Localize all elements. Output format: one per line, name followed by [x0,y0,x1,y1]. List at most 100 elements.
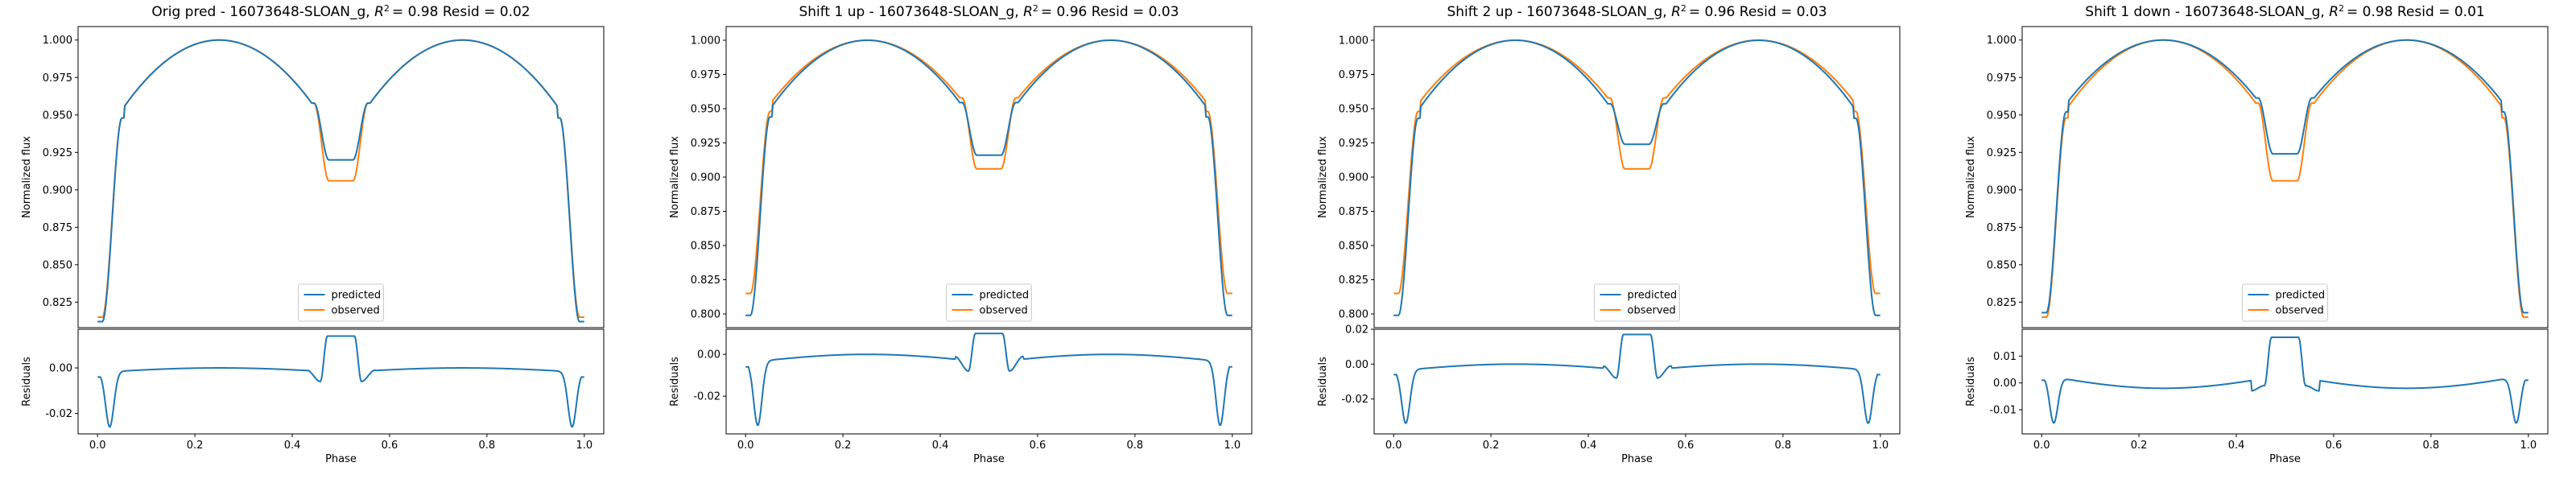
series-line-observed [745,39,1232,295]
x-tick-label: 0.6 [1030,440,1046,452]
y-tick-label: 0.975 [43,72,72,85]
x-tick-label: 0.8 [479,440,496,452]
y-tick-label: 0.825 [691,275,720,287]
chart-title: Shift 2 up - 16073648-SLOAN_g, R2 = 0.96 … [1447,3,1827,21]
y-tick-label: 0.975 [1339,69,1368,81]
y-tick-label: 0.875 [1987,222,2017,234]
legend-label-predicted: predicted [332,290,382,302]
chart-title-main: Shift 1 up - 16073648-SLOAN_g, [799,4,1023,20]
x-tick-label: 0.4 [2228,440,2245,452]
residual-axes-frame [2021,328,2549,435]
legend-box [1594,283,1680,322]
chart-title-r-exp: 2 [1681,3,1686,14]
residual-line [745,332,1232,427]
x-tick-label: 0.4 [932,440,949,452]
y-tick-label: 0.950 [1339,104,1368,116]
y-tick-label: 0.975 [1987,72,2017,85]
y-tick-label: 0.875 [691,206,720,218]
y-tick-label: 0.900 [691,172,720,184]
legend-label-observed: observed [1628,305,1676,317]
y-tick-label: 0.900 [1339,172,1368,184]
residual-axes-frame [1373,328,1901,435]
x-axis-label: Phase [325,453,357,465]
resid-y-tick-label: 0.00 [697,349,720,361]
x-tick-label: 1.0 [1224,440,1241,452]
chart-title: Shift 1 down - 16073648-SLOAN_g, R2 = 0.9… [2085,3,2484,21]
resid-y-axis-label: Residuals [1317,357,1329,407]
legend-box [946,283,1032,322]
y-tick-label: 0.925 [43,147,72,159]
resid-y-tick-label: 0.01 [1993,351,2017,363]
x-tick-label: 0.8 [1127,440,1144,452]
resid-y-axis-label: Residuals [669,357,681,407]
series-line-observed [2041,39,2529,318]
y-axis-label: Normalized flux [1317,136,1329,218]
y-tick-label: 0.825 [43,297,72,309]
main-axes-frame [77,26,605,328]
residual-line [2041,336,2529,424]
chart-title-r2: = 0.98 Resid = 0.01 [2347,4,2485,20]
chart-title-r2: = 0.96 Resid = 0.03 [1689,4,1827,20]
y-tick-label: 0.800 [691,309,720,321]
y-tick-label: 0.925 [1987,147,2017,159]
chart-panel-3: Shift 2 up - 16073648-SLOAN_g, R2 = 0.96 … [1317,3,1901,465]
residual-line [1393,333,1880,424]
y-tick-label: 0.800 [1339,309,1368,321]
chart-title-main: Shift 1 down - 16073648-SLOAN_g, [2085,4,2329,20]
y-tick-label: 0.850 [1339,241,1368,253]
resid-y-tick-label: -0.01 [1989,405,2017,417]
y-tick-label: 0.825 [1339,275,1368,287]
resid-y-tick-label: 0.00 [1345,359,1368,371]
y-tick-label: 0.875 [43,222,72,234]
y-tick-label: 0.825 [1987,297,2017,309]
resid-y-tick-label: 0.00 [1993,378,2017,390]
resid-y-tick-label: 0.02 [1345,324,1368,336]
y-axis-label: Normalized flux [21,136,33,218]
x-tick-label: 0.4 [1580,440,1597,452]
x-tick-label: 0.6 [2326,440,2343,452]
y-tick-label: 1.000 [691,35,720,47]
y-tick-label: 0.850 [43,259,72,271]
main-axes-frame [725,26,1253,328]
main-axes-frame [2021,26,2549,328]
chart-title-r-symbol: R [1023,4,1033,20]
residual-axes-frame [725,328,1253,435]
series-line-observed [97,39,584,318]
x-tick-label: 1.0 [1872,440,1889,452]
y-tick-label: 0.850 [1987,259,2017,271]
y-tick-label: 0.900 [43,184,72,196]
y-tick-label: 0.925 [691,138,720,150]
legend-label-predicted: predicted [1628,290,1678,302]
legend-box [298,283,384,322]
y-tick-label: 0.850 [691,241,720,253]
x-axis-label: Phase [973,453,1005,465]
resid-y-tick-label: -0.02 [1341,394,1368,406]
chart-title-r-exp: 2 [2339,3,2344,14]
x-tick-label: 1.0 [576,440,592,452]
y-tick-label: 1.000 [1987,35,2017,47]
x-tick-label: 0.6 [1678,440,1695,452]
chart-title-main: Orig pred - 16073648-SLOAN_g, [151,4,374,20]
series-line-predicted [97,39,584,323]
chart-title: Shift 1 up - 16073648-SLOAN_g, R2 = 0.96 … [799,3,1179,21]
x-axis-label: Phase [1621,453,1653,465]
y-tick-label: 0.950 [1987,109,2017,122]
x-tick-label: 0.2 [187,440,204,452]
x-tick-label: 0.0 [1385,440,1402,452]
x-tick-label: 0.2 [2131,440,2148,452]
y-tick-label: 0.950 [43,109,72,122]
series-line-predicted [745,39,1232,316]
y-tick-label: 1.000 [43,35,72,47]
chart-title-r-exp: 2 [384,3,390,14]
y-tick-label: 0.950 [691,104,720,116]
chart-title-r-exp: 2 [1033,3,1038,14]
legend-label-observed: observed [2276,305,2324,317]
series-line-predicted [1393,39,1880,316]
residual-axes-frame [77,328,605,435]
chart-title-r-symbol: R [374,4,384,20]
y-tick-label: 0.900 [1987,184,2017,196]
x-tick-label: 0.2 [835,440,852,452]
x-tick-label: 0.0 [2033,440,2050,452]
y-tick-label: 1.000 [1339,35,1368,47]
